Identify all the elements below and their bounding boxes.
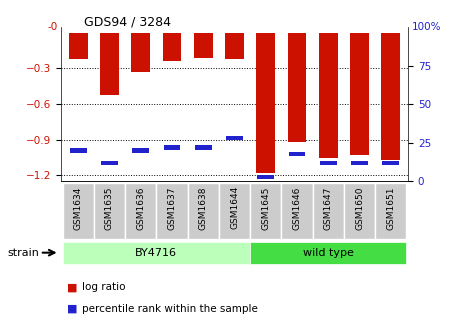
Text: percentile rank within the sample: percentile rank within the sample (82, 304, 258, 314)
FancyBboxPatch shape (62, 183, 94, 239)
Bar (320, 161, 337, 165)
Bar (257, 33, 275, 173)
Text: ■: ■ (68, 304, 78, 314)
FancyBboxPatch shape (94, 183, 125, 239)
FancyBboxPatch shape (62, 242, 250, 264)
Text: BY4716: BY4716 (136, 248, 177, 258)
Text: wild type: wild type (303, 248, 354, 258)
FancyBboxPatch shape (219, 183, 250, 239)
Text: GSM1638: GSM1638 (199, 186, 208, 229)
Text: log ratio: log ratio (82, 282, 126, 292)
Text: GSM1651: GSM1651 (386, 186, 395, 229)
Bar (351, 161, 368, 165)
Bar (163, 33, 182, 61)
Bar (69, 33, 88, 59)
Text: GDS94 / 3284: GDS94 / 3284 (84, 15, 172, 28)
Bar (287, 33, 306, 142)
Text: -0: -0 (47, 22, 58, 32)
FancyBboxPatch shape (281, 183, 313, 239)
Bar (257, 175, 274, 179)
FancyBboxPatch shape (375, 183, 407, 239)
Text: 100%: 100% (411, 22, 441, 32)
Bar (288, 152, 305, 156)
Text: GSM1636: GSM1636 (136, 186, 145, 229)
Bar (382, 161, 399, 165)
Bar (225, 33, 244, 59)
Bar (226, 136, 243, 140)
Text: GSM1635: GSM1635 (105, 186, 114, 229)
Text: strain: strain (7, 248, 39, 258)
Bar (132, 149, 149, 153)
Text: GSM1634: GSM1634 (74, 186, 83, 229)
Text: GSM1650: GSM1650 (355, 186, 364, 229)
FancyBboxPatch shape (188, 183, 219, 239)
Bar (131, 33, 150, 72)
Bar (319, 33, 338, 158)
Text: GSM1644: GSM1644 (230, 186, 239, 229)
Bar (381, 33, 400, 160)
Text: GSM1637: GSM1637 (167, 186, 176, 229)
FancyBboxPatch shape (313, 183, 344, 239)
Bar (100, 33, 119, 95)
FancyBboxPatch shape (250, 183, 281, 239)
Text: GSM1647: GSM1647 (324, 186, 333, 229)
Bar (350, 33, 369, 155)
Bar (101, 161, 118, 165)
FancyBboxPatch shape (156, 183, 188, 239)
Bar (195, 145, 212, 150)
FancyBboxPatch shape (125, 183, 156, 239)
Text: GSM1646: GSM1646 (293, 186, 302, 229)
Bar (164, 145, 181, 150)
FancyBboxPatch shape (250, 242, 407, 264)
Bar (194, 33, 212, 58)
Text: ■: ■ (68, 282, 78, 292)
Text: GSM1645: GSM1645 (261, 186, 270, 229)
FancyBboxPatch shape (344, 183, 375, 239)
Bar (70, 149, 87, 153)
